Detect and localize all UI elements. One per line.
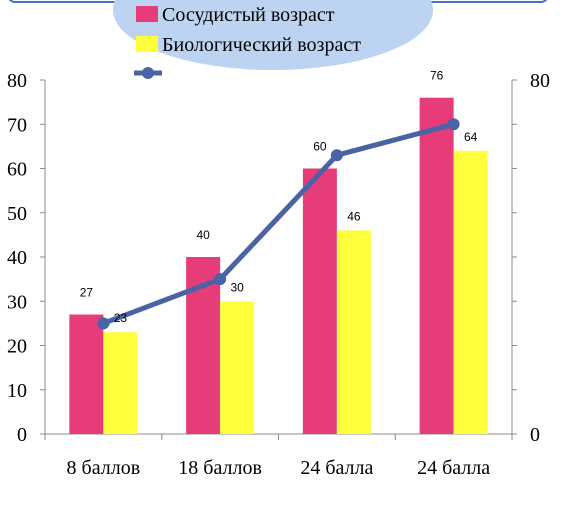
bar [419, 97, 454, 434]
secondary-y-tick-label: 80 [530, 70, 550, 92]
x-tick-label: 18 баллов [178, 457, 262, 479]
y-tick-label: 30 [7, 291, 27, 313]
bar-value-label: 46 [347, 209, 361, 223]
legend-background [8, 0, 548, 70]
y-axis-ticks: 0 10 20 30 40 50 60 70 80 [7, 70, 45, 446]
legend: Сосудистый возраст Биологический возраст [134, 4, 361, 79]
data-labels: 27 23 40 30 60 46 76 64 [80, 69, 478, 326]
line-point [214, 273, 227, 286]
bar-value-label: 76 [430, 69, 444, 83]
line-point [97, 317, 110, 330]
y-tick-label: 40 [7, 247, 27, 269]
x-tick-label: 24 балла [300, 457, 373, 479]
line-point [330, 149, 343, 162]
secondary-y-tick-label: 0 [530, 424, 540, 446]
x-axis-ticks: 8 баллов 18 баллов 24 балла 24 балла [44, 434, 513, 479]
x-tick-label: 8 баллов [67, 457, 141, 479]
legend-swatch [136, 6, 158, 22]
y-tick-label: 10 [7, 380, 27, 402]
y-tick-label: 70 [7, 114, 27, 136]
bar-value-label: 27 [80, 286, 94, 300]
y-tick-label: 50 [7, 203, 27, 225]
secondary-y-axis-ticks: 0 80 [512, 70, 550, 446]
x-tick-label: 24 балла [417, 457, 490, 479]
legend-swatch [136, 36, 158, 52]
y-tick-label: 80 [7, 70, 27, 92]
bar [103, 332, 138, 434]
bar [220, 301, 255, 434]
bar [336, 230, 371, 434]
legend-line-marker [142, 67, 154, 79]
bar [453, 150, 488, 435]
line-point [447, 118, 460, 131]
bar-value-label: 30 [230, 280, 244, 294]
bar-value-label: 60 [313, 140, 327, 154]
bar [69, 314, 104, 434]
legend-label: Биологический возраст [162, 34, 361, 56]
y-tick-label: 0 [17, 424, 27, 446]
y-tick-label: 60 [7, 159, 27, 181]
line-series [97, 118, 460, 330]
line-path [102, 121, 455, 326]
legend-label: Сосудистый возраст [162, 4, 335, 26]
bar [302, 168, 337, 434]
bars [69, 97, 488, 435]
bar-value-label: 64 [464, 130, 478, 144]
bar-value-label: 40 [196, 228, 210, 242]
bar-value-label: 23 [114, 311, 128, 325]
y-tick-label: 20 [7, 336, 27, 358]
